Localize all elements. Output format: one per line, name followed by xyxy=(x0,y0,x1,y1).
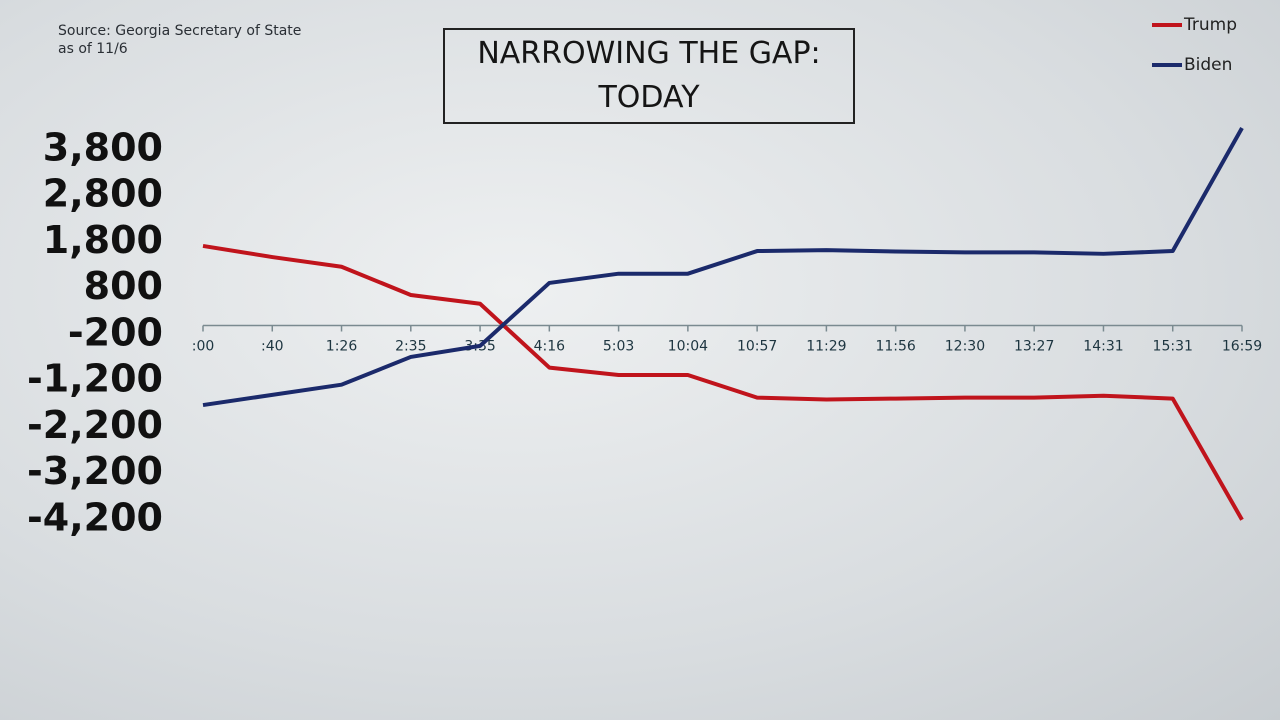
source-text: Source: Georgia Secretary of State xyxy=(58,23,302,39)
y-tick-label: -2,200 xyxy=(27,403,163,447)
x-tick-label: 14:31 xyxy=(1083,339,1123,355)
x-tick-label: 4:16 xyxy=(534,339,566,355)
x-tick-label: 13:27 xyxy=(1014,339,1054,355)
y-tick-label: 3,800 xyxy=(43,125,163,169)
legend-label: Trump xyxy=(1183,15,1237,35)
x-tick-label: 12:30 xyxy=(945,339,985,355)
series-line xyxy=(202,127,1244,408)
x-tick-label: 15:31 xyxy=(1153,339,1193,355)
y-tick-label: -3,200 xyxy=(27,449,163,493)
y-tick-label: -1,200 xyxy=(27,357,163,401)
y-tick-label: 800 xyxy=(84,264,163,308)
chart-title: NARROWING THE GAP: TODAY xyxy=(443,28,855,124)
y-tick-label: -4,200 xyxy=(27,495,163,539)
series-line xyxy=(202,243,1244,521)
x-tick-label: 1:26 xyxy=(326,339,358,355)
x-tick-label: :40 xyxy=(261,339,284,355)
source: Source: Georgia Secretary of State as of… xyxy=(58,22,301,58)
source-date: as of 11/6 xyxy=(58,41,128,57)
legend-label: Biden xyxy=(1184,55,1232,75)
y-tick-label: 2,800 xyxy=(43,172,163,216)
x-tick-label: 10:57 xyxy=(737,339,777,355)
y-tick-label: 1,800 xyxy=(43,218,163,262)
x-tick-label: 11:56 xyxy=(875,339,915,355)
y-tick-label: -200 xyxy=(68,310,163,354)
x-tick-label: 10:04 xyxy=(668,339,708,355)
x-tick-label: 5:03 xyxy=(603,339,634,355)
x-tick-label: 2:35 xyxy=(395,339,426,355)
x-tick-label: :00 xyxy=(192,339,215,355)
x-tick-label: 16:59 xyxy=(1222,339,1262,355)
x-tick-label: 11:29 xyxy=(806,339,846,355)
